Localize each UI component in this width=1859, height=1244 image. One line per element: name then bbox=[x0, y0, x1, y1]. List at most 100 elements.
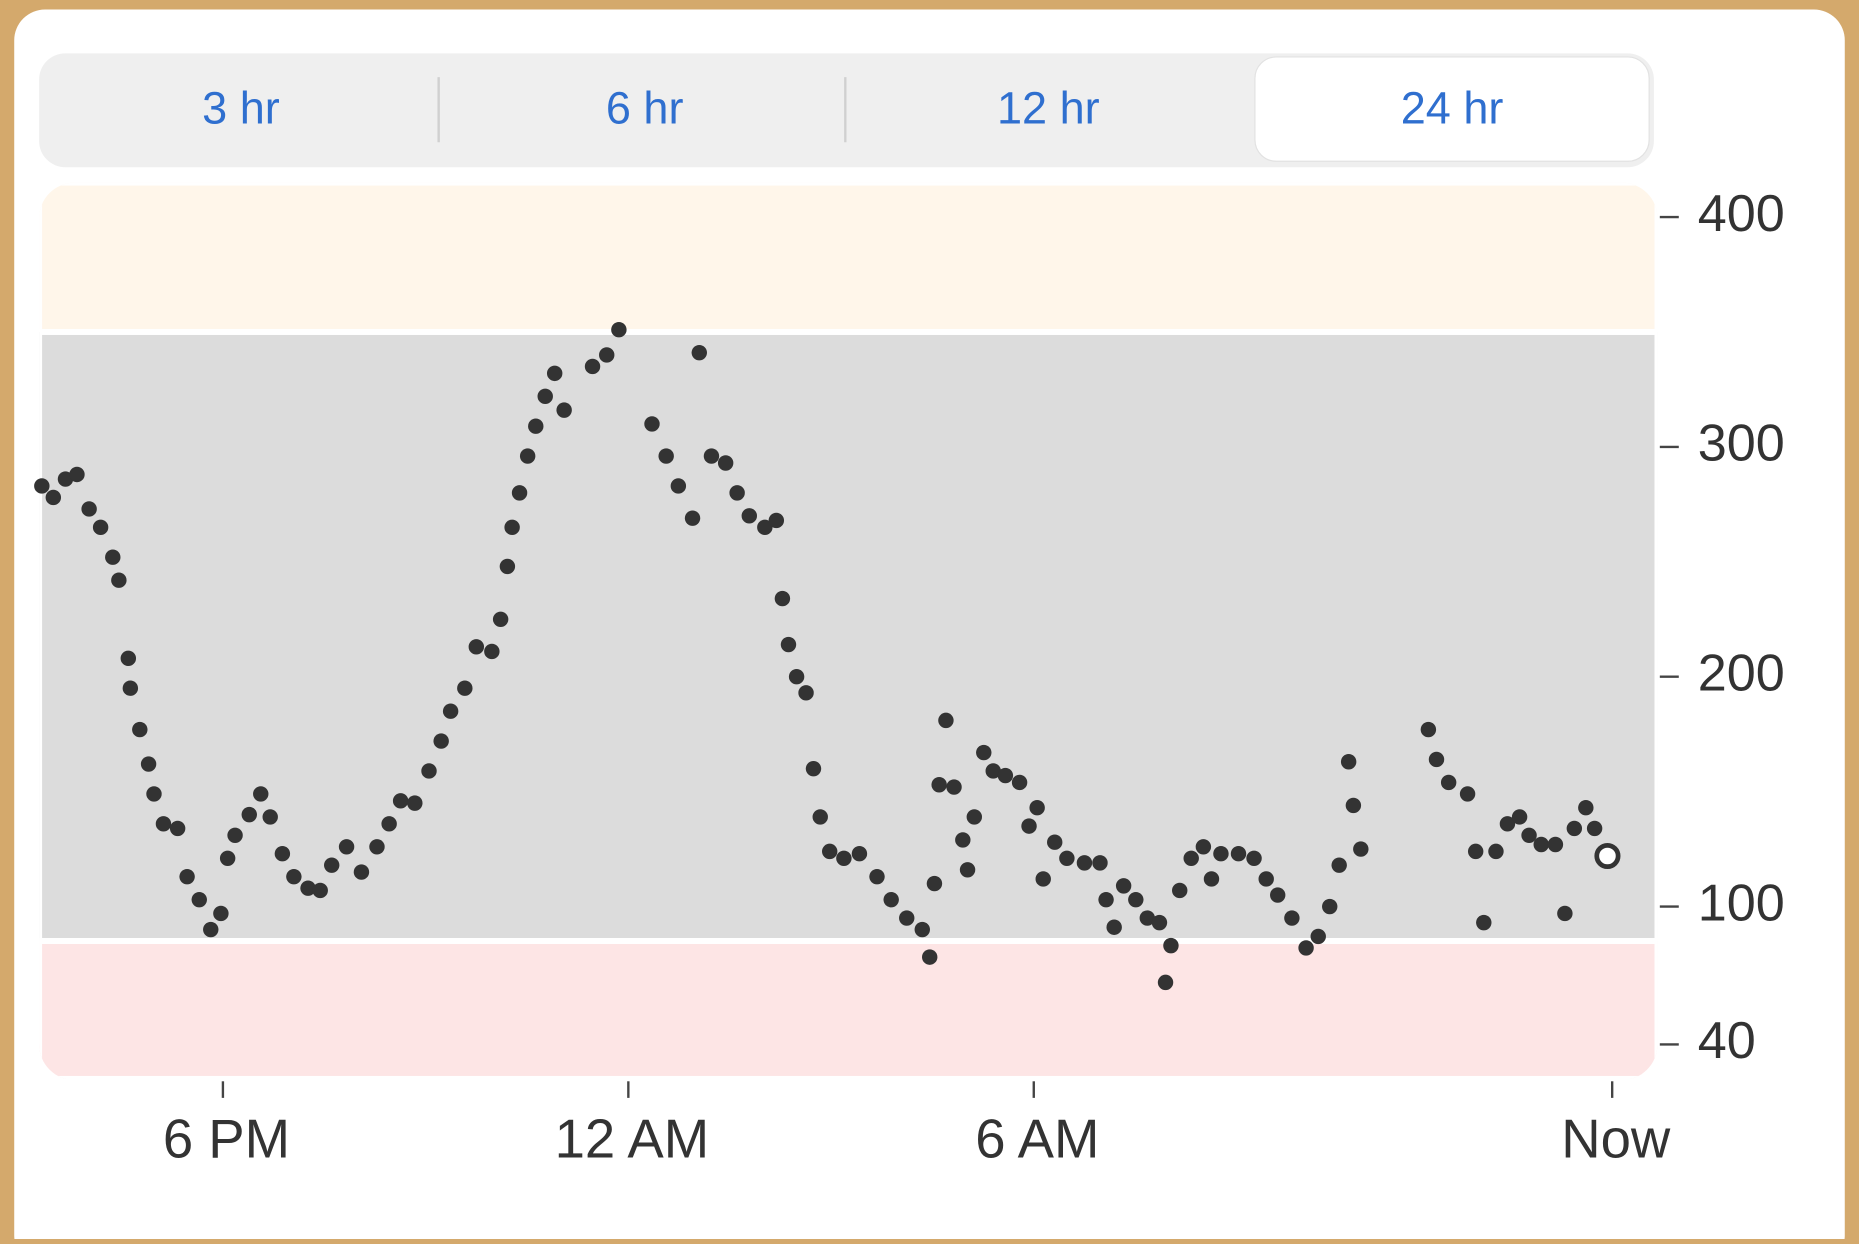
reading-dot bbox=[1269, 887, 1286, 903]
reading-dot bbox=[836, 850, 852, 866]
reading-dot bbox=[1298, 940, 1314, 956]
reading-dot bbox=[691, 344, 707, 361]
reading-dot bbox=[468, 639, 485, 655]
x-tick-label: 6 AM bbox=[975, 1108, 1099, 1169]
reading-dot bbox=[213, 905, 229, 922]
reading-dot bbox=[179, 868, 195, 885]
reading-dot bbox=[140, 756, 157, 772]
range-band bbox=[39, 938, 1658, 1081]
reading-dot bbox=[69, 466, 85, 483]
reading-dot bbox=[312, 882, 328, 899]
reading-dot bbox=[519, 448, 536, 464]
y-tick-label: 100 bbox=[1698, 874, 1785, 932]
reading-dot bbox=[227, 827, 243, 844]
reading-dot bbox=[81, 501, 97, 517]
reading-dot bbox=[132, 721, 148, 738]
reading-dot bbox=[1557, 905, 1573, 922]
reading-dot bbox=[821, 843, 838, 860]
reading-dot bbox=[353, 864, 370, 880]
reading-dot bbox=[1340, 754, 1357, 770]
reading-dot bbox=[219, 850, 236, 866]
reading-dot bbox=[1246, 850, 1262, 866]
reading-dot bbox=[556, 402, 572, 418]
reading-dot bbox=[997, 767, 1014, 784]
reading-dot bbox=[253, 786, 269, 802]
reading-dot bbox=[1322, 898, 1338, 915]
reading-dot bbox=[111, 572, 127, 588]
reading-dot bbox=[658, 448, 674, 464]
tab-selected[interactable] bbox=[1254, 56, 1650, 162]
range-band bbox=[39, 329, 1658, 944]
current-reading bbox=[1594, 842, 1621, 870]
reading-dot bbox=[938, 712, 954, 729]
reading-dot bbox=[1459, 786, 1476, 802]
reading-dot bbox=[1059, 850, 1075, 866]
reading-dot bbox=[1213, 845, 1229, 862]
reading-dot bbox=[45, 489, 62, 506]
tab-label[interactable]: 6 hr bbox=[606, 82, 684, 133]
reading-dot bbox=[421, 763, 437, 779]
reading-dot bbox=[780, 636, 797, 653]
y-tick-label: 200 bbox=[1698, 645, 1785, 703]
y-tick-label: 40 bbox=[1698, 1012, 1756, 1070]
reading-dot bbox=[381, 816, 397, 832]
reading-dot bbox=[34, 478, 50, 494]
reading-dot bbox=[703, 448, 720, 464]
reading-dot bbox=[670, 478, 687, 494]
tab-label[interactable]: 12 hr bbox=[997, 82, 1100, 133]
segmented-control bbox=[39, 53, 1654, 168]
reading-dot bbox=[805, 760, 822, 777]
x-tick-label: 12 AM bbox=[555, 1108, 710, 1169]
reading-dot bbox=[1157, 974, 1174, 991]
reading-dot bbox=[546, 365, 563, 382]
reading-dot bbox=[922, 949, 938, 965]
reading-dot bbox=[1467, 843, 1484, 860]
reading-dot bbox=[537, 388, 553, 405]
reading-dot bbox=[1106, 919, 1122, 935]
reading-dot bbox=[788, 669, 805, 685]
reading-dot bbox=[1115, 878, 1132, 894]
reading-dot bbox=[1476, 914, 1492, 931]
reading-dot bbox=[274, 845, 291, 862]
reading-dot bbox=[105, 549, 121, 565]
reading-dot bbox=[433, 733, 449, 749]
reading-dot bbox=[262, 809, 278, 825]
reading-dot bbox=[1139, 910, 1155, 926]
reading-dot bbox=[1511, 809, 1528, 825]
reading-dot bbox=[499, 558, 516, 575]
reading-dot bbox=[644, 416, 660, 432]
reading-dot bbox=[729, 485, 745, 501]
tab-label[interactable]: 24 hr bbox=[1401, 82, 1504, 133]
reading-dot bbox=[883, 891, 899, 908]
reading-dot bbox=[120, 650, 137, 667]
reading-dot bbox=[946, 779, 962, 795]
reading-dot bbox=[717, 455, 734, 471]
reading-dot bbox=[528, 418, 544, 434]
reading-dot bbox=[684, 510, 701, 526]
reading-dot bbox=[1578, 800, 1594, 816]
reading-dot bbox=[484, 643, 500, 660]
reading-dot bbox=[1092, 855, 1108, 871]
x-tick-label: 6 PM bbox=[163, 1108, 290, 1169]
tab-label[interactable]: 3 hr bbox=[202, 82, 280, 133]
reading-dot bbox=[442, 703, 459, 719]
reading-dot bbox=[1151, 914, 1168, 931]
reading-dot bbox=[1284, 910, 1300, 926]
reading-dot bbox=[976, 744, 992, 761]
range-band bbox=[39, 182, 1658, 335]
reading-dot bbox=[1098, 891, 1114, 908]
reading-dot bbox=[774, 590, 791, 607]
reading-dot bbox=[869, 868, 885, 885]
reading-dot bbox=[392, 793, 409, 809]
reading-dot bbox=[599, 347, 615, 363]
reading-dot bbox=[914, 921, 930, 938]
reading-dot bbox=[1029, 800, 1045, 816]
reading-dot bbox=[966, 809, 983, 825]
reading-dot bbox=[338, 839, 355, 855]
reading-dot bbox=[492, 611, 509, 627]
reading-dot bbox=[146, 786, 162, 802]
reading-dot bbox=[926, 875, 943, 892]
reading-dot bbox=[768, 512, 785, 529]
reading-dot bbox=[899, 910, 915, 926]
